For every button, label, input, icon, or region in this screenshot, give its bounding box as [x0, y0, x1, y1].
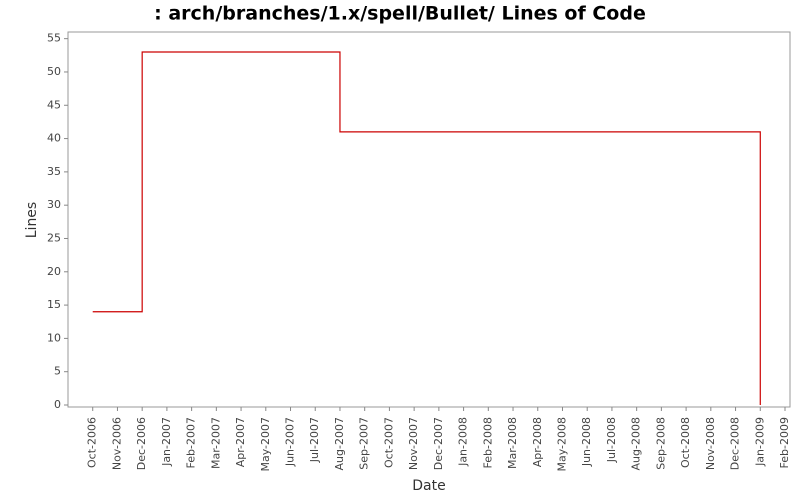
x-tick-label: Oct-2007: [382, 417, 395, 468]
x-tick-label: Mar-2008: [506, 417, 519, 469]
y-tick-label: 30: [47, 198, 61, 211]
x-tick-label: Jun-2007: [284, 417, 297, 467]
x-tick-label: Aug-2007: [333, 417, 346, 470]
x-tick-label: Dec-2008: [729, 417, 742, 470]
y-tick-label: 55: [47, 32, 61, 45]
x-tick-label: Sep-2007: [358, 417, 371, 470]
x-tick-label: Jul-2008: [605, 417, 618, 463]
x-tick-label: Nov-2006: [110, 417, 123, 470]
y-tick-label: 50: [47, 65, 61, 78]
x-tick-label: Jun-2008: [580, 417, 593, 467]
x-tick-label: Feb-2008: [481, 417, 494, 468]
x-tick-label: May-2008: [555, 417, 568, 472]
x-tick-label: Apr-2008: [531, 417, 544, 467]
y-tick-label: 35: [47, 165, 61, 178]
x-tick-label: Oct-2006: [86, 417, 99, 468]
x-tick-label: May-2007: [259, 417, 272, 472]
y-tick-label: 15: [47, 298, 61, 311]
x-tick-label: Dec-2007: [432, 417, 445, 470]
x-tick-label: Aug-2008: [630, 417, 643, 470]
x-axis-label: Date: [412, 478, 445, 494]
x-tick-label: Mar-2007: [209, 417, 222, 469]
x-tick-label: Nov-2007: [407, 417, 420, 470]
x-tick-label: Jan-2009: [753, 417, 766, 467]
line-series: [92, 51, 761, 405]
y-tick-label: 5: [54, 365, 61, 378]
y-tick-label: 40: [47, 132, 61, 145]
x-tick-label: Nov-2008: [704, 417, 717, 470]
x-tick-label: Jan-2007: [160, 417, 173, 467]
plot-area: [67, 31, 791, 408]
y-axis-label: Lines: [24, 202, 40, 238]
x-tick-label: Oct-2008: [679, 417, 692, 468]
x-tick-label: Apr-2007: [234, 417, 247, 467]
x-tick-label: Sep-2008: [654, 417, 667, 470]
y-tick-label: 45: [47, 98, 61, 111]
y-tick-label: 25: [47, 231, 61, 244]
x-tick-label: Jul-2007: [308, 417, 321, 463]
x-tick-label: Jan-2008: [457, 417, 470, 467]
y-tick-label: 10: [47, 331, 61, 344]
y-tick-label: 0: [54, 398, 61, 411]
chart-title: : arch/branches/1.x/spell/Bullet/ Lines …: [154, 3, 646, 25]
x-tick-label: Feb-2009: [778, 417, 791, 468]
x-tick-label: Dec-2006: [135, 417, 148, 470]
y-tick-label: 20: [47, 265, 61, 278]
x-tick-label: Feb-2007: [185, 417, 198, 468]
